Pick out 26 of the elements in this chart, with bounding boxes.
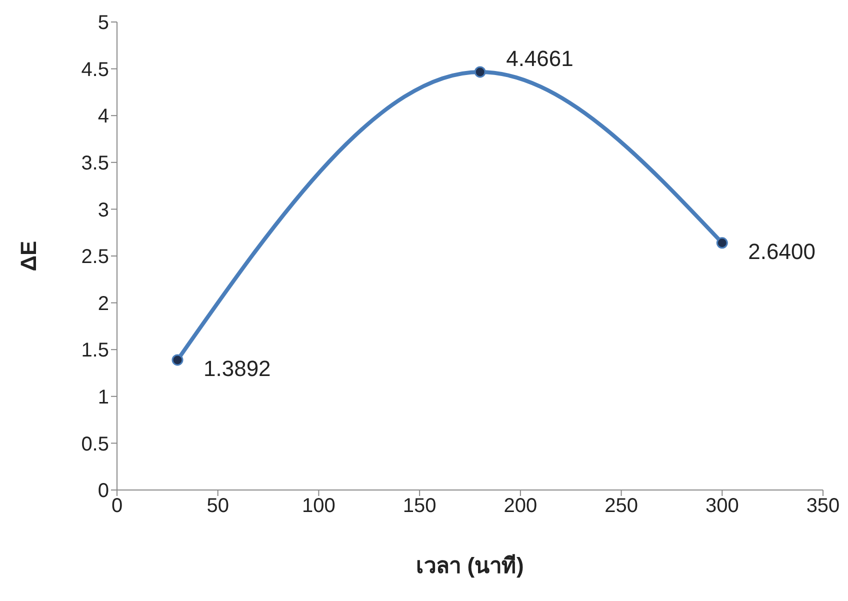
- y-tick-label: 0.5: [81, 433, 109, 456]
- y-tick-label: 4: [98, 106, 109, 128]
- data-label: 2.6400: [748, 238, 816, 264]
- y-tick-label: 0: [98, 480, 109, 502]
- x-axis-title: เวลา (นาที): [416, 553, 524, 578]
- y-tick-label: 2: [98, 292, 109, 315]
- x-tick-label: 350: [806, 495, 840, 518]
- x-tick-label: 200: [504, 495, 538, 518]
- data-label: 1.3892: [204, 356, 271, 381]
- point: [172, 354, 184, 366]
- y-tick-label: 3: [98, 199, 109, 222]
- x-tick-label: 150: [402, 495, 436, 518]
- y-tick-label: 4.5: [81, 58, 109, 81]
- point: [716, 237, 728, 249]
- y-axis-title: ΔE: [16, 240, 41, 272]
- x-tick-label: 100: [302, 495, 336, 518]
- y-tick-label: 1.5: [81, 340, 109, 362]
- x-tick-label: 250: [604, 495, 638, 518]
- y-tick-label: 5: [98, 12, 109, 34]
- data-label: 4.4661: [506, 46, 574, 71]
- point: [474, 66, 486, 78]
- y-tick-label: 2.5: [81, 246, 109, 268]
- x-tick-label: 50: [206, 495, 229, 518]
- y-tick-label: 1: [98, 386, 109, 408]
- x-tick-label: 300: [705, 495, 739, 518]
- y-tick-label: 3.5: [81, 152, 109, 174]
